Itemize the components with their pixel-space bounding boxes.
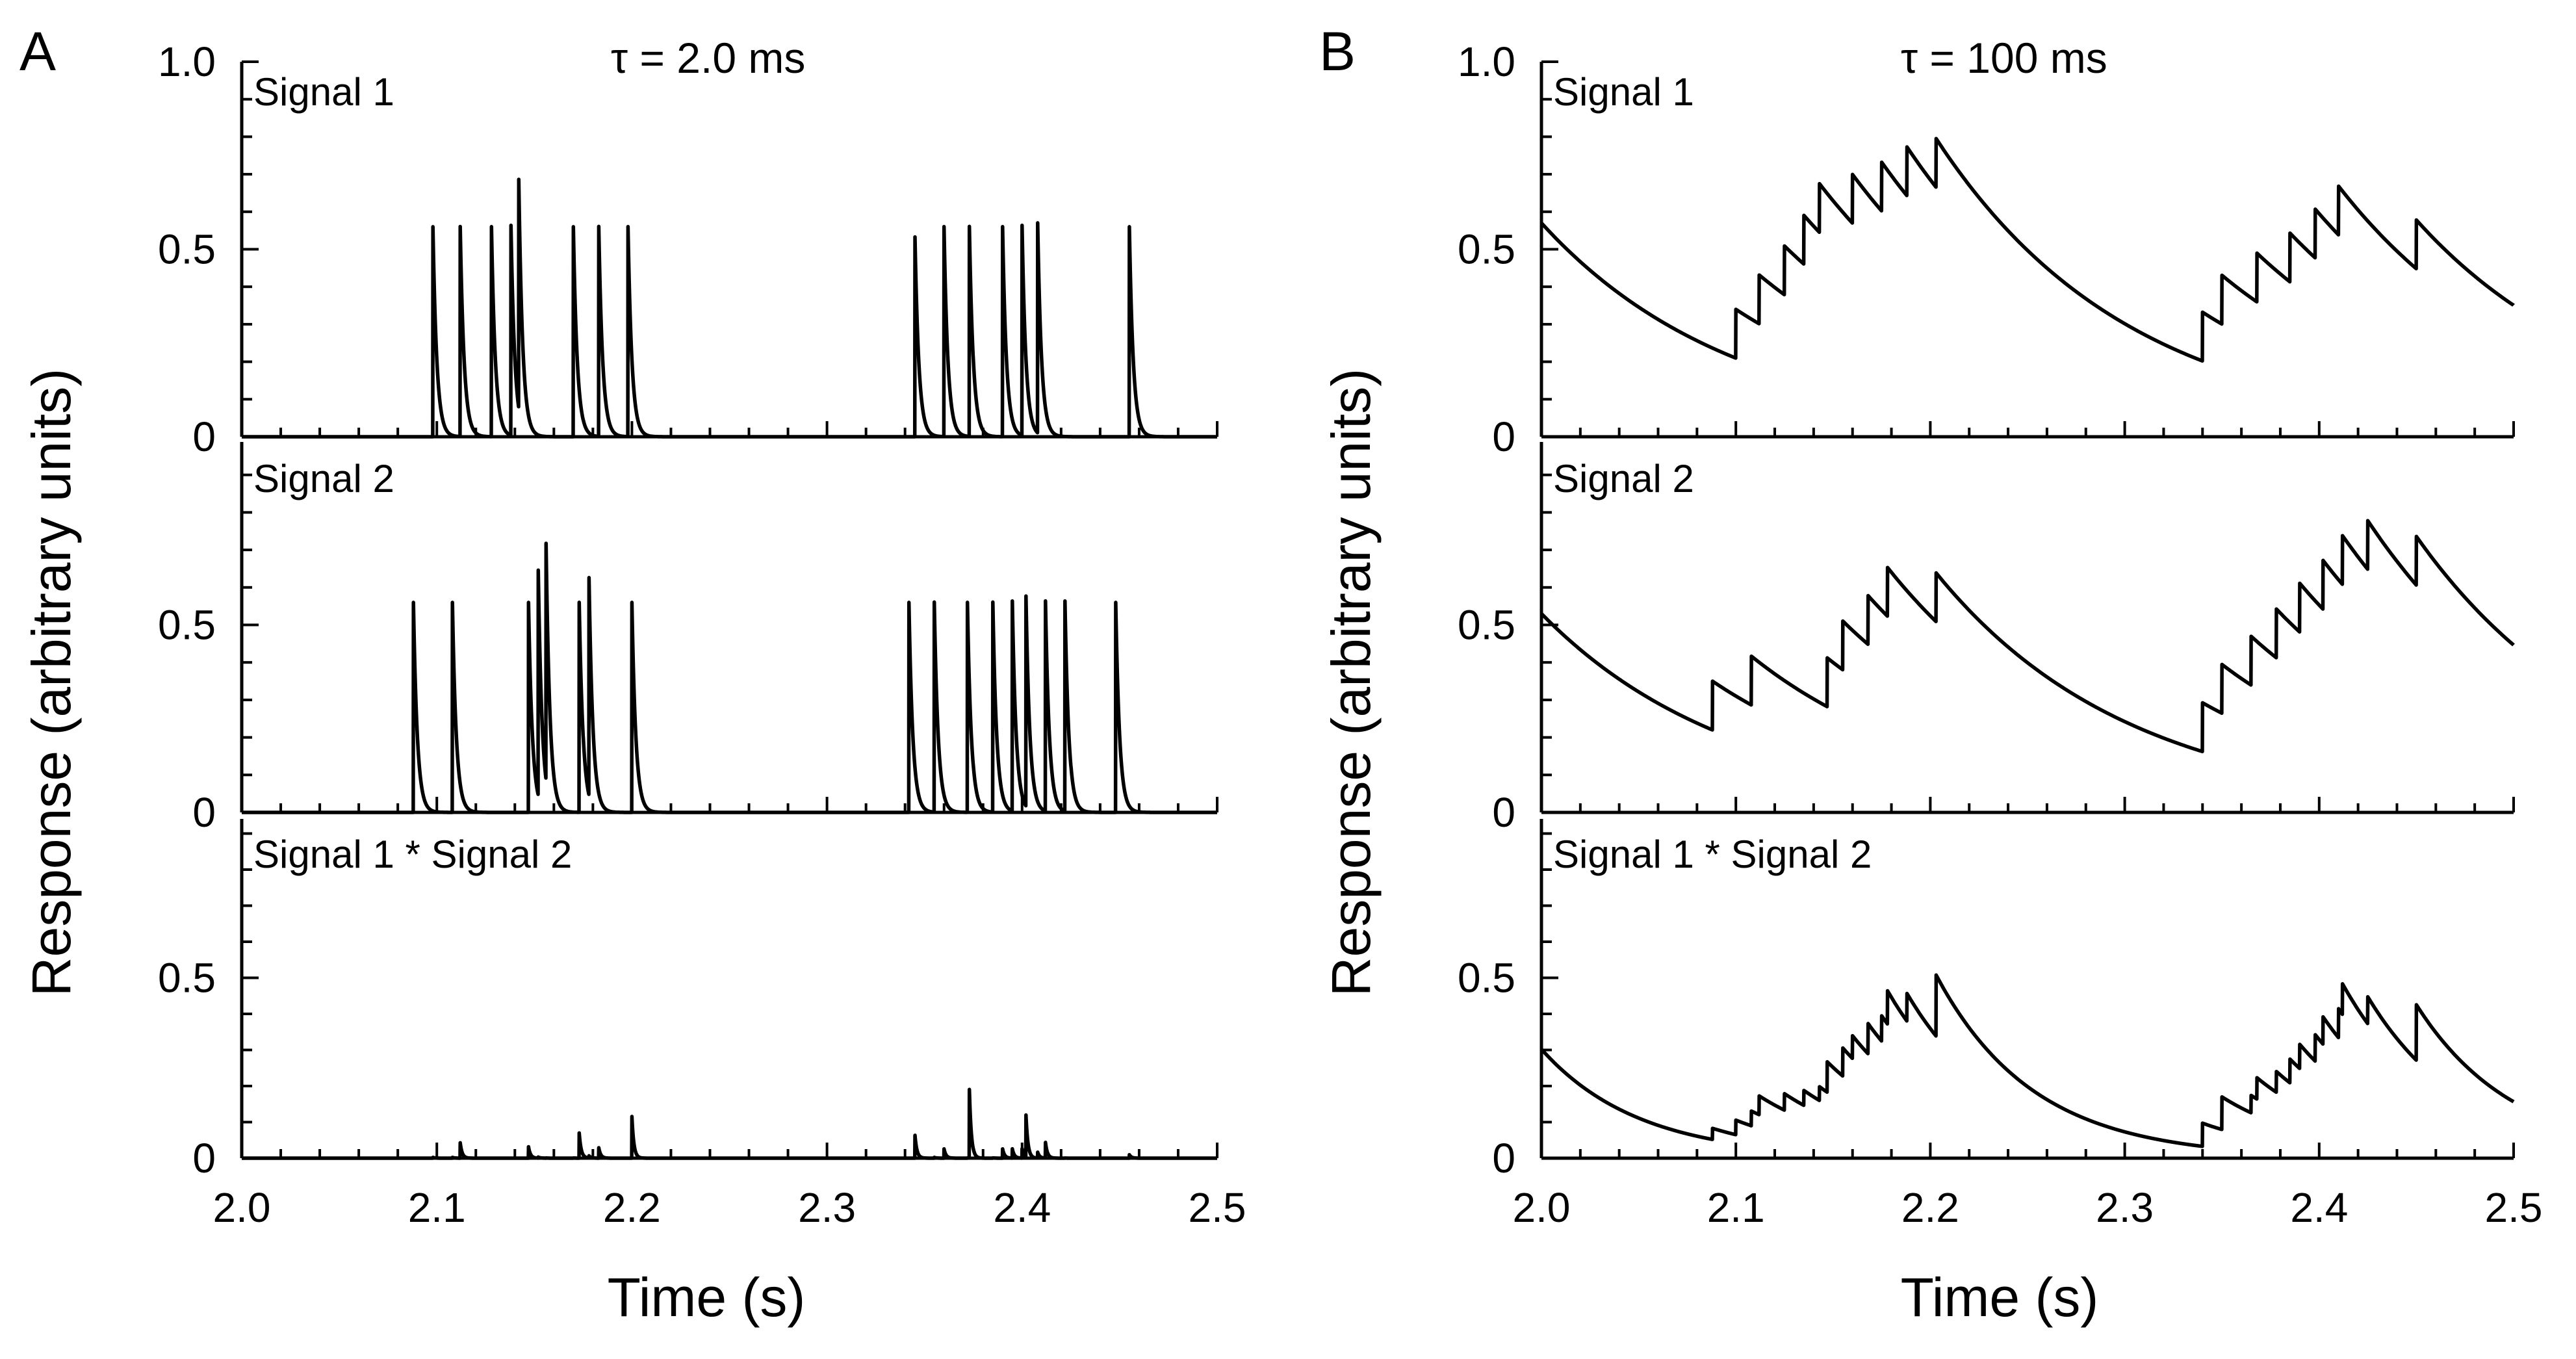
- panel-b-row-1-y-tick-label: 1.0: [1458, 38, 1515, 85]
- panel-a-row-3-y-tick-label: 0.5: [158, 955, 216, 1002]
- panel-b-row-3-trace: [1539, 973, 2516, 1148]
- panel-b-row-1-y-tick-label: 0.5: [1458, 226, 1515, 273]
- panel-b-x-tick-label: 2.0: [1513, 1184, 1571, 1231]
- panel-b-x-tick-label: 2.1: [1707, 1184, 1765, 1231]
- panel-a-letter: A: [19, 21, 56, 82]
- panel-b-signal-1-label: Signal 1: [1553, 70, 1694, 114]
- panel-a-x-tick-label: 2.5: [1189, 1184, 1246, 1231]
- panel-b-row-1-y-tick-label: 0: [1492, 413, 1515, 460]
- panel-b-row-3-y-tick-label: 0.5: [1458, 955, 1515, 1002]
- panel-b-signal-2-label: Signal 2: [1553, 457, 1694, 500]
- panel-a-signal-2-label: Signal 2: [253, 457, 394, 500]
- panel-b-row-2-trace: [1539, 519, 2516, 754]
- panel-a-row-2-y-tick-label: 0: [192, 789, 216, 836]
- panel-a-y-axis-title: Response (arbitrary units): [21, 369, 82, 996]
- panel-a-signal-1-label: Signal 1: [253, 70, 394, 114]
- panel-b-tau-label: τ = 100 ms: [1901, 34, 2107, 82]
- panel-b-letter: B: [1319, 21, 1356, 82]
- panel-b-x-tick-label: 2.4: [2290, 1184, 2348, 1231]
- panel-a-row-3-trace: [240, 1087, 1219, 1160]
- panel-a-row-1-y-tick-label: 1.0: [158, 38, 216, 85]
- panel-a-row-3-y-tick-label: 0: [192, 1135, 216, 1182]
- panel-a-row-2-trace: [240, 541, 1219, 814]
- panel-b-x-tick-label: 2.3: [2096, 1184, 2154, 1231]
- panel-b-row-2-y-tick-label: 0: [1492, 789, 1515, 836]
- panel-a-row-1-y-tick-label: 0.5: [158, 226, 216, 273]
- panel-a-row-1-y-tick-label: 0: [192, 413, 216, 460]
- panel-b-row-2-y-tick-label: 0.5: [1458, 602, 1515, 649]
- panel-a-row-2-y-tick-label: 0.5: [158, 602, 216, 649]
- panel-a-tau-label: τ = 2.0 ms: [611, 34, 805, 82]
- panel-a-x-tick-label: 2.1: [408, 1184, 466, 1231]
- panel-a-x-axis-title: Time (s): [608, 1267, 806, 1328]
- panel-a-product-label: Signal 1 * Signal 2: [253, 833, 572, 876]
- panel-a-x-tick-label: 2.4: [993, 1184, 1051, 1231]
- panel-a-row-1-trace: [240, 177, 1219, 439]
- panel-b-x-tick-label: 2.2: [1901, 1184, 1959, 1231]
- panel-b-y-axis-title: Response (arbitrary units): [1320, 369, 1382, 996]
- panel-a-x-tick-label: 2.3: [798, 1184, 856, 1231]
- panel-a-x-tick-label: 2.2: [603, 1184, 661, 1231]
- panel-b-row-1-trace: [1539, 136, 2516, 363]
- plot-layer: 0 0.5 1.0 0 0.5 0 0.5 2.0 2.1 2.2 2.3 2.4 2.5 0 0.5 1.0…: [158, 38, 2542, 1231]
- panel-b-x-axis-title: Time (s): [1901, 1267, 2099, 1328]
- panel-b-x-tick-label: 2.5: [2485, 1184, 2543, 1231]
- panel-a-x-tick-label: 2.0: [213, 1184, 271, 1231]
- panel-b-product-label: Signal 1 * Signal 2: [1553, 833, 1872, 876]
- panel-b-row-3-y-tick-label: 0: [1492, 1135, 1515, 1182]
